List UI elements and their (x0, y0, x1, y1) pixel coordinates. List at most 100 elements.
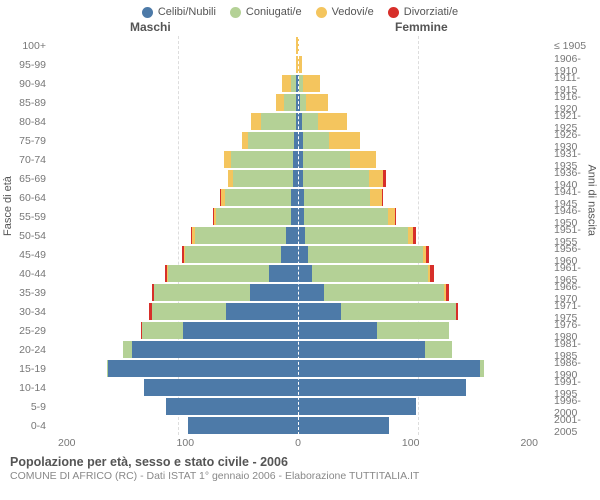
legend-label: Divorziati/e (404, 6, 458, 18)
age-label: 50-54 (6, 230, 52, 242)
chart-title: Popolazione per età, sesso e stato civil… (10, 455, 590, 469)
segment-widowed (276, 94, 283, 111)
male-label: Maschi (130, 20, 171, 34)
segment-married (308, 246, 423, 263)
male-bar (58, 360, 298, 377)
age-label: 5-9 (6, 401, 52, 413)
age-label: 95-99 (6, 59, 52, 71)
segment-single (281, 246, 298, 263)
female-bar (298, 360, 538, 377)
segment-married (303, 170, 369, 187)
segment-widowed (306, 94, 328, 111)
segment-single (291, 189, 298, 206)
segment-divorced (430, 265, 434, 282)
segment-married (324, 284, 444, 301)
legend: Celibi/Nubili Coniugati/e Vedovi/e Divorzia… (0, 0, 600, 20)
birth-label: ≤ 1905 (548, 40, 594, 52)
segment-widowed (350, 151, 376, 168)
segment-single (166, 398, 298, 415)
segment-divorced (456, 303, 457, 320)
segment-widowed (370, 189, 382, 206)
segment-widowed (388, 208, 395, 225)
female-bar (298, 56, 538, 73)
female-bar (298, 132, 538, 149)
x-tick: 200 (520, 437, 538, 449)
segment-married (261, 113, 296, 130)
segment-married (154, 284, 250, 301)
legend-item: Coniugati/e (230, 6, 302, 18)
male-bar (58, 284, 298, 301)
male-bar (58, 227, 298, 244)
x-tick: 0 (295, 437, 301, 449)
female-bar (298, 265, 538, 282)
segment-married (303, 151, 350, 168)
segment-single (298, 246, 308, 263)
female-label: Femmine (395, 20, 448, 34)
male-bar (58, 246, 298, 263)
age-label: 25-29 (6, 325, 52, 337)
segment-married (305, 227, 408, 244)
male-bar (58, 322, 298, 339)
age-label: 40-44 (6, 268, 52, 280)
segment-married (284, 94, 296, 111)
male-bar (58, 208, 298, 225)
male-bar (58, 417, 298, 434)
male-bar (58, 113, 298, 130)
x-axis-ticks: 2001000100200 (58, 437, 538, 449)
segment-single (298, 322, 377, 339)
age-label: 85-89 (6, 97, 52, 109)
segment-divorced (413, 227, 415, 244)
segment-widowed (329, 132, 360, 149)
female-bar (298, 246, 538, 263)
female-bar (298, 113, 538, 130)
male-bar (58, 37, 298, 54)
female-bar (298, 151, 538, 168)
segment-married (303, 132, 329, 149)
segment-married (168, 265, 269, 282)
segment-single (108, 360, 298, 377)
segment-divorced (383, 170, 385, 187)
segment-single (291, 208, 298, 225)
segment-divorced (446, 284, 450, 301)
segment-married (152, 303, 226, 320)
male-bar (58, 398, 298, 415)
female-bar (298, 303, 538, 320)
female-bar (298, 227, 538, 244)
segment-single (298, 265, 312, 282)
segment-married (304, 208, 388, 225)
segment-widowed (303, 75, 320, 92)
legend-swatch (316, 7, 327, 18)
age-label: 60-64 (6, 192, 52, 204)
segment-widowed (318, 113, 347, 130)
segment-single (298, 398, 416, 415)
female-bar (298, 189, 538, 206)
age-label: 30-34 (6, 306, 52, 318)
segment-divorced (426, 246, 428, 263)
segment-single (298, 417, 389, 434)
segment-single (132, 341, 298, 358)
legend-item: Vedovi/e (316, 6, 374, 18)
age-label: 55-59 (6, 211, 52, 223)
legend-label: Celibi/Nubili (158, 6, 216, 18)
female-bar (298, 322, 538, 339)
segment-single (298, 284, 324, 301)
male-bar (58, 379, 298, 396)
female-bar (298, 341, 538, 358)
age-label: 70-74 (6, 154, 52, 166)
legend-swatch (388, 7, 399, 18)
segment-married (304, 189, 370, 206)
age-label: 35-39 (6, 287, 52, 299)
segment-married (185, 246, 281, 263)
segment-single (298, 303, 341, 320)
female-bar (298, 379, 538, 396)
center-line (298, 36, 299, 435)
legend-item: Divorziati/e (388, 6, 458, 18)
female-bar (298, 94, 538, 111)
x-tick: 100 (402, 437, 420, 449)
segment-married (312, 265, 427, 282)
male-bar (58, 132, 298, 149)
male-bar (58, 94, 298, 111)
legend-item: Celibi/Nubili (142, 6, 216, 18)
birth-label: 2001-2005 (548, 414, 594, 438)
female-bar (298, 75, 538, 92)
